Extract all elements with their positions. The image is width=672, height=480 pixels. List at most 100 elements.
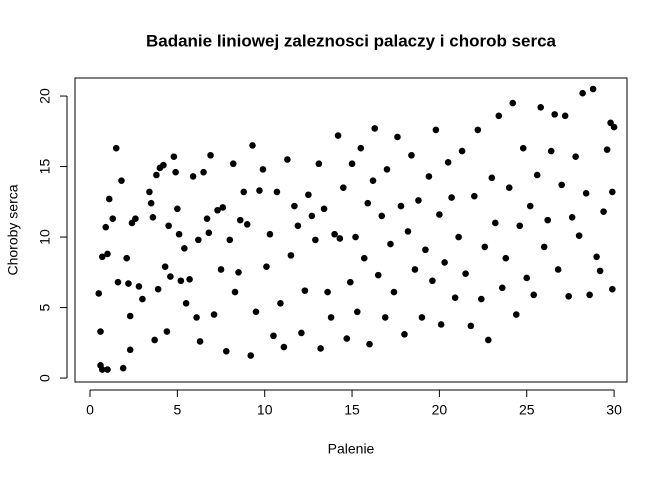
point	[554, 266, 562, 273]
point	[498, 284, 506, 292]
plot-frame	[74, 77, 628, 383]
point	[102, 223, 110, 231]
point	[544, 216, 551, 224]
point	[287, 252, 295, 259]
point	[252, 308, 260, 316]
point	[308, 212, 316, 220]
point	[259, 166, 267, 173]
point	[125, 280, 132, 287]
point	[105, 195, 113, 203]
point	[336, 235, 344, 242]
point	[478, 295, 485, 303]
point	[231, 288, 239, 296]
point	[161, 263, 169, 270]
point	[366, 340, 373, 348]
point	[181, 245, 188, 252]
point	[488, 174, 496, 182]
point	[589, 85, 597, 93]
point	[603, 146, 611, 153]
point	[401, 331, 408, 338]
point	[98, 253, 106, 261]
point	[327, 314, 335, 321]
point	[471, 192, 478, 200]
point	[165, 222, 172, 230]
point	[374, 271, 382, 279]
point	[305, 191, 312, 199]
point	[540, 243, 548, 251]
y-tick-label: 5	[37, 303, 53, 311]
chart-title: Badanie liniowej zaleznosci palaczy i ch…	[146, 31, 557, 50]
point	[347, 278, 354, 286]
point	[203, 215, 211, 223]
point	[315, 160, 323, 168]
point	[312, 236, 319, 244]
x-tick-label: 10	[257, 402, 273, 418]
point	[343, 335, 351, 342]
point	[609, 285, 616, 293]
point	[582, 190, 590, 197]
point	[205, 229, 213, 237]
point	[596, 267, 604, 275]
point	[331, 230, 338, 238]
point	[229, 160, 237, 168]
point	[387, 240, 394, 248]
point	[575, 232, 583, 239]
point	[481, 243, 489, 251]
point	[114, 278, 122, 286]
point	[519, 144, 527, 152]
point	[467, 322, 475, 330]
point	[474, 126, 482, 134]
point	[551, 111, 558, 118]
point	[526, 202, 534, 210]
point	[533, 171, 541, 179]
point	[210, 311, 218, 318]
y-tick-label: 15	[37, 159, 53, 175]
point	[146, 188, 153, 196]
point	[175, 230, 183, 238]
point	[235, 269, 242, 276]
point	[147, 199, 155, 207]
point	[214, 206, 221, 214]
point	[222, 347, 230, 355]
point	[353, 308, 361, 316]
point	[243, 221, 251, 228]
point	[135, 283, 143, 290]
point	[132, 215, 139, 223]
point	[98, 366, 106, 373]
point	[172, 168, 179, 176]
point	[320, 205, 328, 213]
point	[291, 202, 298, 210]
x-tick-label: 25	[519, 402, 535, 418]
x-tick-label: 20	[432, 402, 448, 418]
point	[109, 215, 117, 223]
point	[126, 312, 134, 320]
point	[495, 112, 503, 120]
point	[523, 274, 531, 282]
point	[364, 199, 372, 207]
point	[441, 259, 448, 266]
point	[182, 300, 190, 307]
point	[568, 214, 576, 221]
x-tick-label: 0	[86, 402, 94, 418]
point	[340, 184, 347, 191]
x-tick-label: 5	[173, 402, 181, 418]
x-axis-label: Palenie	[328, 441, 375, 457]
point	[491, 219, 499, 227]
point	[301, 287, 309, 294]
point	[369, 177, 377, 184]
point	[119, 364, 127, 372]
point	[436, 211, 443, 218]
point	[485, 336, 492, 344]
point	[432, 126, 440, 134]
point	[95, 290, 103, 297]
point	[422, 246, 429, 254]
point	[195, 236, 202, 244]
point	[404, 228, 412, 235]
x-tick-label: 15	[344, 402, 360, 418]
point	[193, 314, 200, 321]
point	[186, 276, 193, 283]
point	[462, 270, 469, 278]
x-tick-label: 30	[606, 402, 622, 418]
point	[154, 285, 162, 293]
point	[565, 292, 572, 300]
